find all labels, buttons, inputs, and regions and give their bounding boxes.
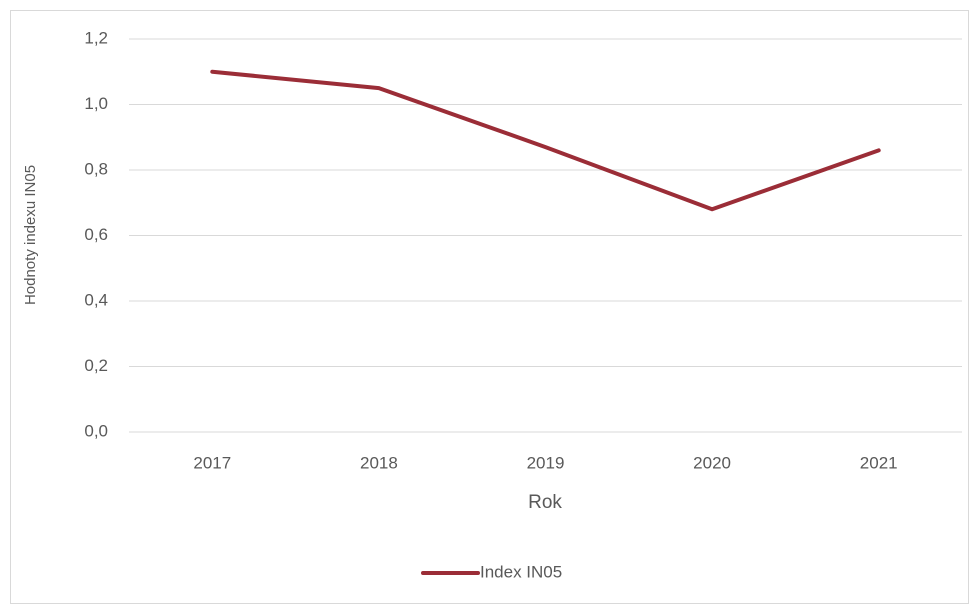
x-axis-title: Rok: [528, 492, 562, 513]
y-tick-label: 0,6: [84, 225, 108, 244]
x-tick-label: 2021: [860, 453, 898, 472]
data-line: [210, 69, 881, 212]
y-axis-title: Hodnoty indexu IN05: [22, 165, 39, 305]
x-tick-label: 2019: [527, 453, 565, 472]
legend-label: Index IN05: [480, 562, 562, 581]
y-tick-label: 1,2: [84, 28, 108, 47]
x-tick-label: 2017: [193, 453, 231, 472]
y-tick-label: 0,4: [84, 290, 108, 309]
y-tick-label: 0,2: [84, 356, 108, 375]
y-tick-label: 0,0: [84, 421, 108, 440]
y-tick-label: 1,0: [84, 94, 108, 113]
chart-frame: [10, 10, 969, 604]
y-tick-label: 0,8: [84, 159, 108, 178]
x-tick-label: 2018: [360, 453, 398, 472]
x-tick-label: 2020: [693, 453, 731, 472]
